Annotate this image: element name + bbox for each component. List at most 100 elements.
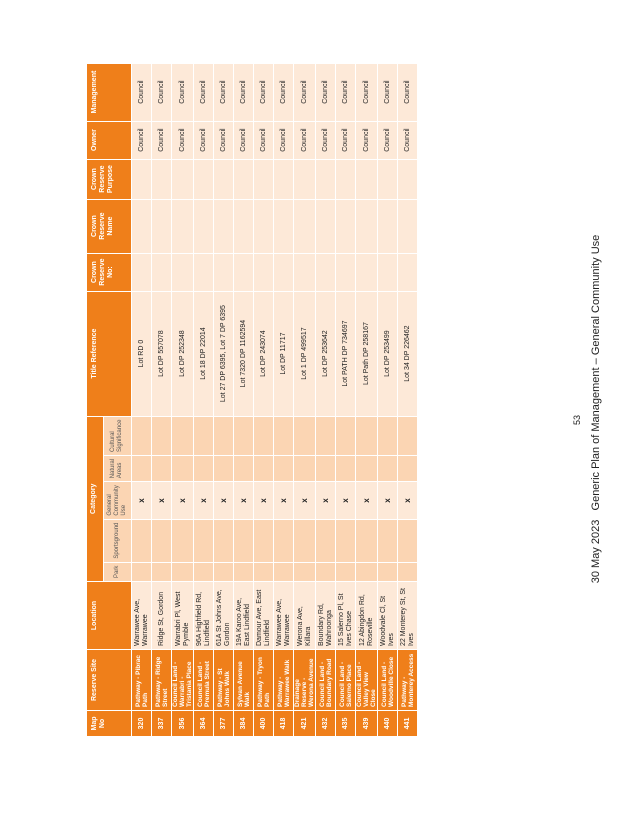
table-row: 418 Pathway - Warrawee Walk Warrawee Ave, …: [273, 63, 294, 737]
row-cultural-significance: [253, 416, 274, 456]
row-cultural-significance: [293, 416, 316, 456]
row-sportsground: [253, 519, 274, 563]
row-management: Council: [171, 63, 194, 122]
row-location: 22 Monterey St, St Ives: [397, 581, 418, 650]
row-crown-reserve-purpose: [171, 159, 194, 200]
row-natural-areas: [273, 455, 294, 482]
col-map-no: Map No: [86, 710, 132, 737]
row-crown-reserve-name: [213, 199, 234, 254]
table-header: Map No Reserve Site Location Category Ti…: [86, 63, 132, 737]
row-general-community-use: x: [233, 481, 254, 520]
row-map-no: 421: [293, 710, 316, 737]
table-row: 364 Council Land - Premula Street 96A High…: [193, 63, 214, 737]
row-owner: Council: [213, 121, 234, 160]
row-crown-reserve-purpose: [253, 159, 274, 200]
col-reserve-site: Reserve Site: [86, 649, 132, 711]
col-category-general-community-use: General Community Use: [103, 481, 132, 520]
row-reserve-site: Council Land - Salerno Place: [335, 649, 356, 711]
row-reserve-site: Pathway - Pibrac Path: [131, 649, 152, 711]
row-natural-areas: [151, 455, 172, 482]
row-location: 96A Highfield Rd, Lindfield: [193, 581, 214, 650]
row-crown-reserve-no: [193, 253, 214, 292]
table-row: 435 Council Land - Salerno Place 15 Salern…: [335, 63, 356, 737]
row-crown-reserve-no: [377, 253, 398, 292]
row-location: 19A Karoo Ave, East Lindfield: [233, 581, 254, 650]
row-management: Council: [131, 63, 152, 122]
row-park: [213, 562, 234, 582]
row-title-reference: Lot 34 DP 226462: [397, 291, 418, 417]
row-location: Warrawee Ave, Warrawee: [131, 581, 152, 650]
row-crown-reserve-purpose: [213, 159, 234, 200]
row-reserve-site: Council Land - Boundary Road: [315, 649, 336, 711]
row-cultural-significance: [193, 416, 214, 456]
row-cultural-significance: [397, 416, 418, 456]
row-general-community-use: x: [355, 481, 378, 520]
table-row: 337 Pathway - Ridge Street Ridge St, Gordo…: [151, 63, 172, 737]
row-cultural-significance: [355, 416, 378, 456]
row-crown-reserve-purpose: [397, 159, 418, 200]
row-title-reference: Lot PATH DP 734697: [335, 291, 356, 417]
row-management: Council: [377, 63, 398, 122]
row-owner: Council: [397, 121, 418, 160]
row-crown-reserve-purpose: [335, 159, 356, 200]
footer-date: 30 May 2023: [590, 519, 602, 584]
row-natural-areas: [335, 455, 356, 482]
row-location: Werona Ave, Killara: [293, 581, 316, 650]
row-reserve-site: Council Land - Premula Street: [193, 649, 214, 711]
row-map-no: 435: [335, 710, 356, 737]
row-crown-reserve-purpose: [293, 159, 316, 200]
row-crown-reserve-no: [131, 253, 152, 292]
row-sportsground: [273, 519, 294, 563]
row-crown-reserve-purpose: [131, 159, 152, 200]
row-location: Woodvale Cl, St Ives: [377, 581, 398, 650]
col-category-sportsground: Sportsground: [103, 519, 132, 563]
row-crown-reserve-no: [397, 253, 418, 292]
row-management: Council: [293, 63, 316, 122]
row-crown-reserve-name: [293, 199, 316, 254]
table-row: 384 Sylvan Avenue Walk 19A Karoo Ave, East…: [233, 63, 254, 737]
row-park: [151, 562, 172, 582]
row-crown-reserve-name: [131, 199, 152, 254]
row-title-reference: Lot 27 DP 6395, Lot 7 DP 6395: [213, 291, 234, 417]
row-park: [355, 562, 378, 582]
table-row: 440 Council Land - Woodville Close Woodval…: [377, 63, 398, 737]
row-natural-areas: [397, 455, 418, 482]
row-crown-reserve-no: [171, 253, 194, 292]
row-location: Damour Ave, East Lindfield: [253, 581, 274, 650]
col-crown-reserve-name: Crown Reserve Name: [86, 199, 132, 254]
row-park: [315, 562, 336, 582]
row-reserve-site: Sylvan Avenue Walk: [233, 649, 254, 711]
row-crown-reserve-name: [273, 199, 294, 254]
row-cultural-significance: [213, 416, 234, 456]
row-reserve-site: Pathway - Warrawee Walk: [273, 649, 294, 711]
row-map-no: 377: [213, 710, 234, 737]
row-natural-areas: [213, 455, 234, 482]
row-map-no: 432: [315, 710, 336, 737]
row-crown-reserve-purpose: [233, 159, 254, 200]
row-park: [253, 562, 274, 582]
table-row: 432 Council Land - Boundary Road Boundary …: [315, 63, 336, 737]
row-cultural-significance: [131, 416, 152, 456]
row-general-community-use: x: [335, 481, 356, 520]
row-general-community-use: x: [253, 481, 274, 520]
row-crown-reserve-no: [315, 253, 336, 292]
table-row: 439 Council Land - Valley View Close 12 Ab…: [355, 63, 378, 737]
table-row: 421 Drainage Reserve - Werona Avenue Weron…: [293, 63, 316, 737]
row-general-community-use: x: [273, 481, 294, 520]
page-number: 53: [572, 414, 582, 425]
row-cultural-significance: [273, 416, 294, 456]
row-sportsground: [293, 519, 316, 563]
row-park: [193, 562, 214, 582]
row-crown-reserve-no: [273, 253, 294, 292]
row-title-reference: Lot DP 253642: [315, 291, 336, 417]
row-location: 61A St Johns Ave, Gordon: [213, 581, 234, 650]
row-park: [233, 562, 254, 582]
row-owner: Council: [151, 121, 172, 160]
row-owner: Council: [335, 121, 356, 160]
row-title-reference: Lot DP 252348: [171, 291, 194, 417]
row-cultural-significance: [233, 416, 254, 456]
row-crown-reserve-purpose: [193, 159, 214, 200]
row-crown-reserve-purpose: [151, 159, 172, 200]
row-crown-reserve-name: [151, 199, 172, 254]
